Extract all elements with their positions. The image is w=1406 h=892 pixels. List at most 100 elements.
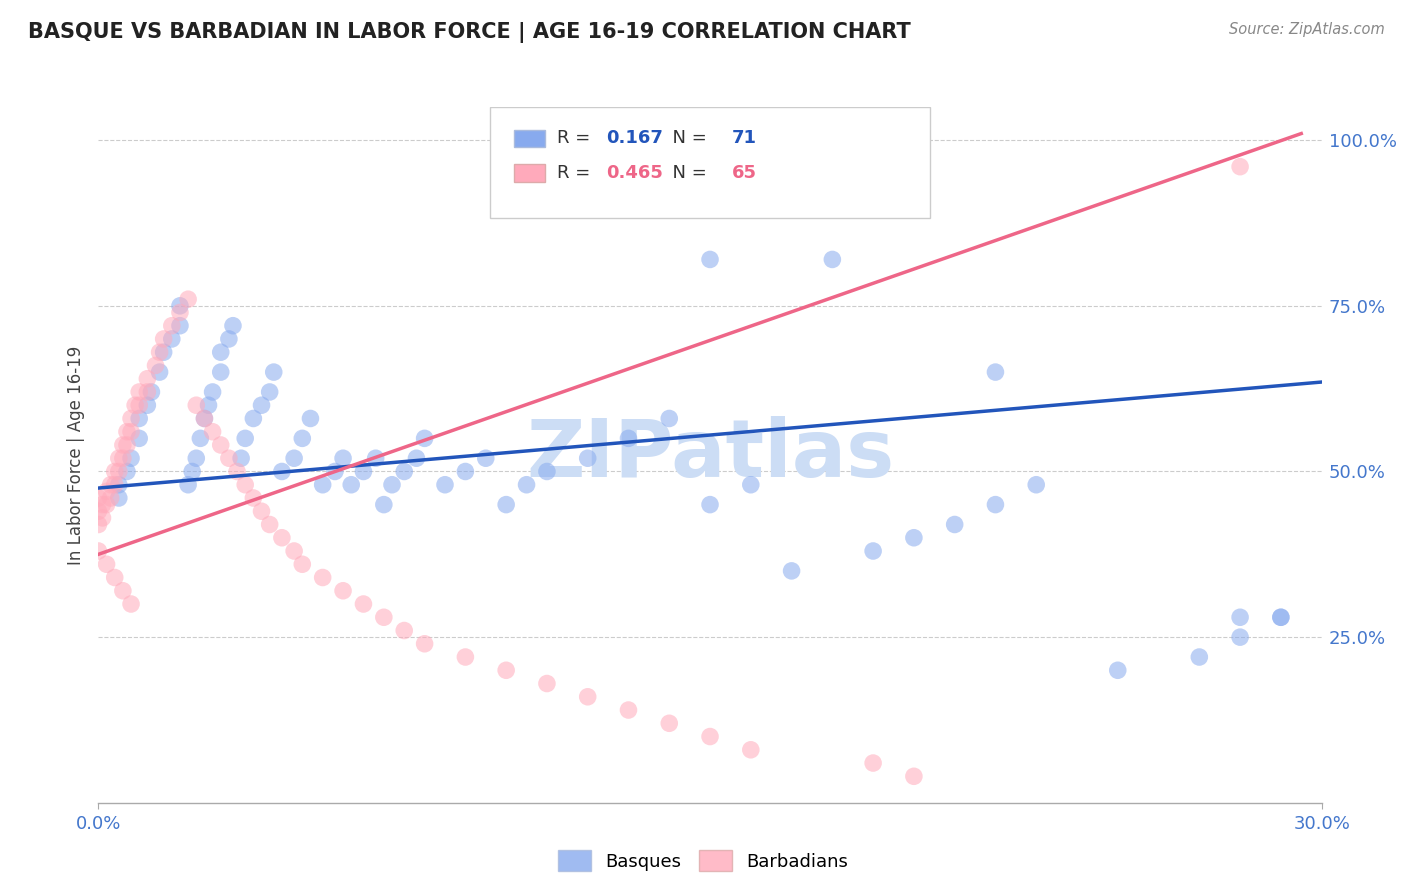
FancyBboxPatch shape bbox=[515, 164, 546, 182]
Point bbox=[136, 398, 159, 412]
Point bbox=[209, 438, 232, 452]
Point bbox=[495, 663, 517, 677]
Point bbox=[259, 384, 281, 399]
Point bbox=[1025, 477, 1047, 491]
Point bbox=[1229, 610, 1251, 624]
Point bbox=[193, 411, 215, 425]
Point bbox=[233, 431, 256, 445]
Point bbox=[87, 544, 110, 558]
Text: R =: R = bbox=[557, 164, 596, 182]
Point bbox=[984, 498, 1007, 512]
Point bbox=[405, 451, 427, 466]
Text: Source: ZipAtlas.com: Source: ZipAtlas.com bbox=[1229, 22, 1385, 37]
Point bbox=[177, 477, 200, 491]
Point bbox=[136, 372, 159, 386]
Point bbox=[495, 498, 517, 512]
Point bbox=[1229, 160, 1251, 174]
Point bbox=[108, 451, 131, 466]
Point bbox=[128, 411, 150, 425]
Point bbox=[340, 477, 363, 491]
Point bbox=[149, 365, 172, 379]
Point bbox=[903, 769, 925, 783]
Point bbox=[392, 465, 416, 479]
Point bbox=[87, 517, 110, 532]
Point bbox=[96, 484, 118, 499]
Point bbox=[299, 411, 322, 425]
Point bbox=[104, 477, 127, 491]
Point bbox=[1107, 663, 1129, 677]
Text: ZIPatlas: ZIPatlas bbox=[526, 416, 894, 494]
Point bbox=[780, 564, 803, 578]
Point bbox=[218, 332, 240, 346]
Point bbox=[108, 465, 131, 479]
Point bbox=[87, 504, 110, 518]
Point bbox=[197, 398, 219, 412]
Point bbox=[392, 624, 416, 638]
Point bbox=[100, 477, 122, 491]
Point bbox=[1270, 610, 1292, 624]
Point bbox=[1270, 610, 1292, 624]
Point bbox=[186, 451, 208, 466]
Point bbox=[283, 544, 305, 558]
Point bbox=[209, 345, 232, 359]
Point bbox=[413, 637, 436, 651]
Point bbox=[136, 384, 159, 399]
Point bbox=[160, 332, 183, 346]
Point bbox=[115, 465, 138, 479]
Point bbox=[699, 498, 721, 512]
Point bbox=[186, 398, 208, 412]
Point bbox=[149, 345, 172, 359]
Point bbox=[193, 411, 215, 425]
Point bbox=[352, 597, 374, 611]
Point bbox=[576, 690, 599, 704]
Point bbox=[740, 477, 762, 491]
FancyBboxPatch shape bbox=[489, 107, 931, 219]
Point bbox=[120, 425, 142, 439]
Point bbox=[177, 292, 200, 306]
Point bbox=[111, 451, 134, 466]
Legend: Basques, Barbadians: Basques, Barbadians bbox=[551, 843, 855, 879]
Point bbox=[474, 451, 498, 466]
Point bbox=[270, 531, 294, 545]
Point bbox=[141, 384, 163, 399]
Point bbox=[226, 465, 249, 479]
Point bbox=[434, 477, 457, 491]
Point bbox=[250, 398, 273, 412]
Point bbox=[96, 498, 118, 512]
Point bbox=[169, 299, 191, 313]
Point bbox=[536, 465, 558, 479]
Point bbox=[617, 703, 640, 717]
Point bbox=[231, 451, 253, 466]
Point bbox=[128, 384, 150, 399]
Point bbox=[352, 465, 374, 479]
Text: N =: N = bbox=[661, 164, 713, 182]
Point bbox=[108, 491, 131, 505]
Point bbox=[291, 558, 314, 572]
Point bbox=[984, 365, 1007, 379]
Text: 0.167: 0.167 bbox=[606, 129, 664, 147]
Point bbox=[862, 756, 884, 770]
Point bbox=[1188, 650, 1211, 665]
Point bbox=[821, 252, 844, 267]
Point bbox=[516, 477, 538, 491]
Point bbox=[536, 676, 558, 690]
Point bbox=[250, 504, 273, 518]
Point bbox=[128, 431, 150, 445]
Point bbox=[145, 359, 167, 373]
Point bbox=[128, 398, 150, 412]
Point bbox=[699, 730, 721, 744]
Point bbox=[658, 716, 681, 731]
Point bbox=[201, 384, 224, 399]
Point bbox=[312, 570, 335, 584]
Text: 71: 71 bbox=[733, 129, 756, 147]
Point bbox=[115, 438, 138, 452]
Point bbox=[943, 517, 966, 532]
Point bbox=[242, 491, 264, 505]
Text: 65: 65 bbox=[733, 164, 756, 182]
Point bbox=[218, 451, 240, 466]
Text: N =: N = bbox=[661, 129, 713, 147]
Point bbox=[862, 544, 884, 558]
Point bbox=[332, 451, 354, 466]
Point bbox=[242, 411, 264, 425]
Point bbox=[454, 650, 477, 665]
